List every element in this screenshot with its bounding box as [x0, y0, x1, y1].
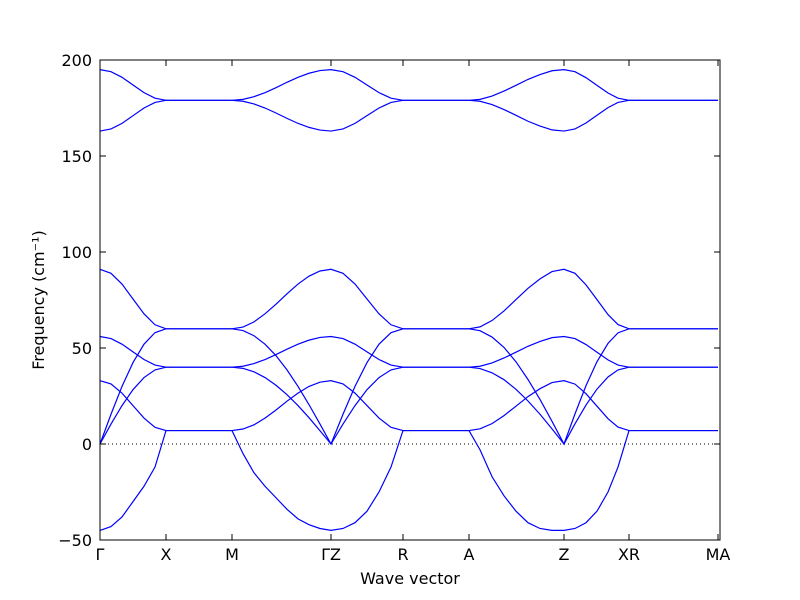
x-tick-label: ΓZ	[321, 545, 341, 564]
y-tick-label: 150	[61, 147, 92, 166]
y-tick-label: −50	[58, 531, 92, 550]
x-tick-label: X	[161, 545, 172, 564]
y-tick-label: 0	[82, 435, 92, 454]
band-line	[99, 366, 718, 446]
y-tick-label: 200	[61, 51, 92, 70]
band-line	[99, 99, 718, 132]
x-axis-label: Wave vector	[360, 569, 460, 588]
plot-frame	[99, 59, 721, 541]
x-tick-label: M	[225, 545, 239, 564]
y-axis-label: Frequency (cm⁻¹)	[29, 230, 48, 369]
band-line	[99, 429, 718, 532]
band-line	[99, 328, 718, 446]
x-tick-label: MA	[706, 545, 731, 564]
x-tick-label: Z	[559, 545, 570, 564]
x-tick-label: R	[397, 545, 408, 564]
y-tick-label: 50	[72, 339, 92, 358]
x-tick-label: A	[464, 545, 475, 564]
x-tick-label: XR	[618, 545, 640, 564]
x-tick-label: Γ	[96, 545, 105, 564]
y-tick-label: 100	[61, 243, 92, 262]
